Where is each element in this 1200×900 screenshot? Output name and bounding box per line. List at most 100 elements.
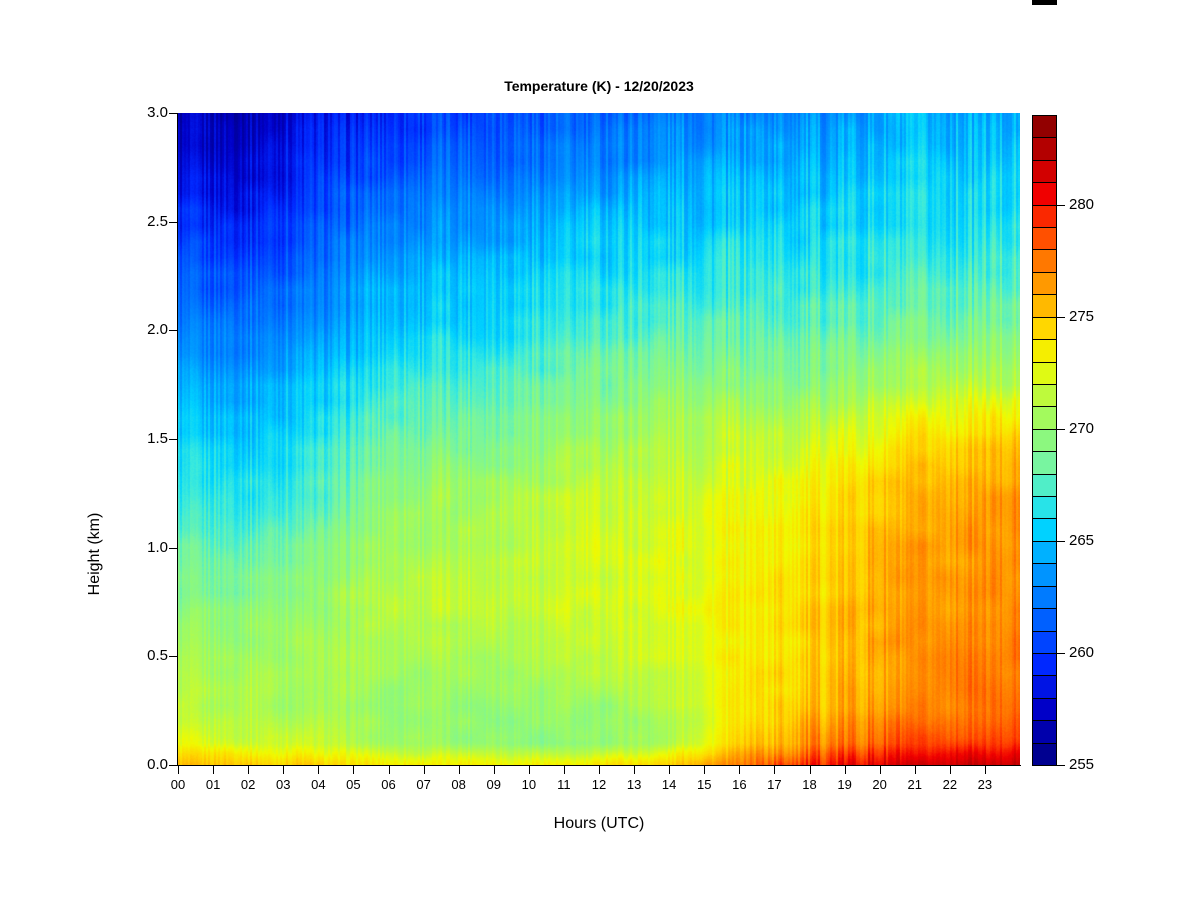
x-tick-label: 18 (802, 777, 817, 792)
colorbar-tick-label: 280 (1069, 195, 1095, 213)
y-tick (169, 221, 177, 223)
x-tick-label: 09 (486, 777, 501, 792)
colorbar-cell (1032, 271, 1057, 296)
colorbar-cell (1032, 339, 1057, 363)
x-tick (493, 766, 495, 774)
y-tick-label: 3.0 (147, 104, 168, 121)
colorbar-cell (1032, 249, 1057, 273)
colorbar-tick-label: 255 (1069, 756, 1095, 773)
x-tick (423, 766, 425, 774)
colorbar-cell (1032, 675, 1057, 699)
x-tick-label: 21 (907, 777, 922, 792)
x-tick (213, 766, 215, 774)
x-tick (599, 766, 600, 774)
colorbar-cell (1032, 137, 1057, 161)
x-tick (318, 766, 320, 774)
x-tick-label: 04 (311, 777, 326, 792)
colorbar-tick (1057, 765, 1065, 766)
colorbar-cell (1032, 518, 1057, 542)
colorbar-cell (1032, 720, 1057, 744)
colorbar-cell (1032, 652, 1057, 677)
x-tick-label: 16 (732, 777, 747, 792)
y-axis-line (177, 113, 178, 766)
y-tick-label: 1.5 (147, 430, 168, 447)
colorbar-tick (1057, 316, 1065, 318)
x-tick-label: 02 (240, 777, 256, 792)
colorbar-tick-label: 275 (1069, 307, 1095, 325)
colorbar-tick-label: 265 (1069, 531, 1095, 549)
x-tick (283, 766, 285, 774)
colorbar-cell (1032, 361, 1057, 385)
colorbar-cell (1032, 115, 1057, 139)
y-tick-label: 2.0 (147, 321, 168, 339)
y-tick-label: 1.0 (147, 538, 168, 556)
colorbar-cell (1032, 406, 1057, 430)
x-tick-label: 19 (837, 777, 852, 792)
x-tick (528, 766, 530, 774)
colorbar-cell (1032, 428, 1057, 453)
x-tick-label: 14 (661, 777, 677, 792)
x-tick (669, 766, 671, 774)
x-tick-label: 11 (557, 777, 571, 792)
x-tick-label: 20 (872, 777, 887, 792)
x-tick-label: 23 (977, 777, 993, 792)
colorbar-clipped-top-bar (1032, 0, 1057, 5)
x-tick (879, 766, 881, 774)
x-tick (458, 766, 460, 774)
x-tick (844, 766, 846, 774)
x-tick-label: 15 (697, 777, 712, 792)
colorbar-tick-label: 270 (1069, 419, 1095, 437)
colorbar-cell (1032, 742, 1057, 766)
y-tick-label: 0.0 (147, 756, 168, 773)
x-tick-label: 22 (942, 777, 958, 792)
y-axis-label: Height (km) (86, 512, 103, 596)
x-tick-label: 01 (205, 777, 221, 792)
y-tick (169, 439, 177, 440)
x-tick (388, 766, 390, 774)
colorbar-cell (1032, 473, 1057, 498)
colorbar-cell (1032, 630, 1057, 654)
x-tick (353, 766, 355, 774)
colorbar-cell (1032, 204, 1057, 229)
colorbar-tick (1057, 652, 1065, 654)
colorbar-tick (1057, 428, 1065, 430)
colorbar-cell (1032, 585, 1057, 610)
x-tick-label: 00 (170, 777, 186, 792)
x-tick-label: 07 (416, 777, 431, 792)
x-tick (563, 766, 565, 774)
x-tick-label: 05 (346, 777, 361, 792)
y-tick (169, 330, 177, 332)
x-tick (739, 766, 741, 774)
chart-title: Temperature (K) - 12/20/2023 (504, 78, 694, 94)
y-tick (169, 765, 177, 766)
x-tick (774, 766, 776, 774)
x-tick-label: 08 (451, 777, 466, 792)
y-tick (169, 547, 177, 549)
y-tick (169, 113, 177, 114)
colorbar-cell (1032, 451, 1057, 475)
heatmap-plot-area (178, 113, 1020, 765)
colorbar-cell (1032, 697, 1057, 722)
colorbar-cell (1032, 383, 1057, 408)
x-tick (809, 766, 811, 774)
y-tick-label: 2.5 (147, 212, 168, 230)
colorbar-cell (1032, 227, 1057, 251)
x-tick-label: 03 (276, 777, 291, 792)
y-tick-label: 0.5 (147, 647, 168, 665)
colorbar-cell (1032, 294, 1057, 318)
x-tick (704, 766, 706, 774)
x-tick (949, 766, 951, 774)
x-tick (984, 766, 986, 774)
x-tick (634, 766, 636, 774)
x-tick (914, 766, 916, 774)
colorbar-cell (1032, 540, 1057, 565)
colorbar-cell (1032, 182, 1057, 206)
colorbar-cell (1032, 496, 1057, 520)
x-tick (248, 766, 250, 774)
x-tick-label: 10 (521, 777, 537, 792)
x-tick (178, 766, 179, 774)
colorbar-tick-label: 260 (1069, 643, 1095, 661)
x-tick-label: 13 (626, 777, 642, 792)
colorbar-cell (1032, 563, 1057, 587)
colorbar-cell (1032, 159, 1057, 184)
